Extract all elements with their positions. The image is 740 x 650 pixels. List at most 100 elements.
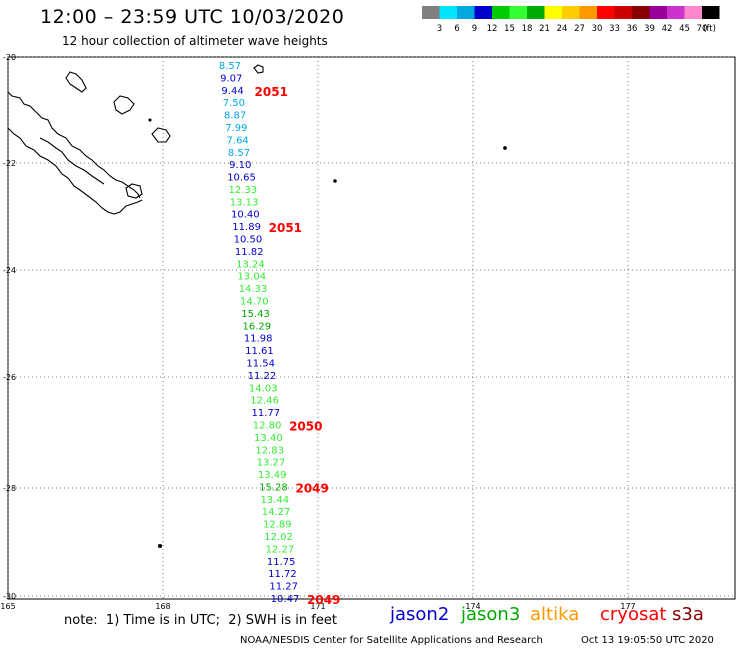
colorbar-tick-label: 30: [592, 24, 603, 34]
wave-height-reading: 11.72: [268, 569, 297, 580]
colorbar-swatch: [597, 6, 615, 19]
colorbar-swatch: [422, 6, 440, 19]
longitude-label: 177: [620, 602, 635, 611]
colorbar-swatch: [684, 6, 702, 19]
wave-height-reading: 7.64: [227, 135, 249, 146]
satellite-legend-s3a: s3a: [672, 604, 704, 625]
wave-height-reading: 13.44: [260, 495, 289, 506]
wave-height-colorbar: 3 6 9 12 15 18 21 24 27 30 33 36 39 42 45 70(ft): [422, 6, 720, 34]
wave-height-reading: 13.49: [258, 470, 287, 481]
latitude-label: -20: [3, 53, 16, 62]
longitude-label: 165: [0, 602, 15, 611]
pass-time-label: 2051: [255, 85, 288, 99]
wave-height-reading: 10.50: [234, 235, 263, 246]
new-caledonia-inner-line: [39, 137, 105, 185]
wave-height-reading: 13.24: [236, 259, 265, 270]
small-islet-d: [148, 118, 152, 122]
longitude-label: 171: [310, 602, 325, 611]
colorbar-tick-label: 45: [679, 24, 690, 34]
latitude-label: -30: [3, 592, 16, 601]
loyalty-island-ouvea: [65, 71, 87, 93]
footnote: note: 1) Time is in UTC; 2) SWH is in fe…: [64, 613, 337, 628]
satellite-legend-jason2: jason2: [390, 604, 450, 625]
pass-time-label: 2051: [269, 221, 302, 235]
colorbar-tick-label: 27: [574, 24, 585, 34]
wave-height-reading: 14.33: [239, 284, 268, 295]
loyalty-island-mare: [151, 127, 171, 143]
map-title: 12:00 – 23:59 UTC 10/03/2020: [40, 6, 345, 28]
wave-height-reading: 10.40: [231, 210, 260, 221]
wave-height-reading: 7.50: [223, 98, 245, 109]
coastline: [7, 64, 507, 549]
small-islet-a: [503, 146, 507, 150]
wave-height-reading: 12.83: [255, 445, 284, 456]
satellite-legend-altika: altika: [530, 604, 580, 625]
map-frame: [7, 56, 736, 600]
colorbar-tick-label: 21: [539, 24, 550, 34]
wave-height-reading: 11.22: [248, 371, 277, 382]
credit-line: NOAA/NESDIS Center for Satellite Applica…: [240, 635, 543, 646]
wave-height-reading: 12.27: [266, 544, 295, 555]
wave-height-reading: 8.87: [224, 111, 246, 122]
pass-time-label: 2049: [307, 593, 340, 607]
small-islet-b: [333, 179, 337, 183]
wave-height-reading: 11.82: [235, 247, 264, 258]
colorbar-tick-label: 15: [504, 24, 515, 34]
wave-height-reading: 12.02: [264, 532, 293, 543]
wave-height-reading: 13.13: [230, 197, 259, 208]
wave-height-reading: 12.33: [228, 185, 257, 196]
wave-height-reading: 12.80: [253, 420, 282, 431]
colorbar-swatch: [457, 6, 475, 19]
wave-height-reading: 12.46: [250, 396, 279, 407]
colorbar-swatch: [562, 6, 580, 19]
loyalty-island-lifou: [113, 95, 135, 115]
small-island-north: [253, 64, 264, 74]
wave-height-reading: 11.61: [245, 346, 274, 357]
colorbar-tick-label: 36: [627, 24, 638, 34]
pass-time-label: 2050: [289, 419, 322, 433]
wave-height-reading: 7.99: [225, 123, 247, 134]
wave-height-reading: 11.75: [267, 557, 296, 568]
wave-height-reading: 13.04: [237, 272, 266, 283]
longitude-label: 174: [465, 602, 480, 611]
colorbar-swatch: [474, 6, 492, 19]
colorbar-swatch: [527, 6, 545, 19]
wave-height-reading: 8.57: [228, 148, 250, 159]
new-caledonia-outline-lower: [7, 127, 143, 215]
wave-height-reading: 10.47: [271, 594, 300, 605]
wave-height-reading: 16.29: [243, 321, 272, 332]
wave-height-reading: 11.27: [269, 582, 298, 593]
wave-height-reading: 9.10: [229, 160, 251, 171]
latitude-label: -26: [3, 373, 16, 382]
colorbar-tick-label: 70: [697, 24, 708, 34]
colorbar-swatch: [649, 6, 667, 19]
colorbar-tick-label: 12: [487, 24, 498, 34]
colorbar-swatch: [702, 6, 720, 19]
wave-height-reading: 13.40: [254, 433, 283, 444]
colorbar-swatch: [509, 6, 527, 19]
colorbar-swatch: [544, 6, 562, 19]
new-caledonia-outline-upper: [7, 91, 141, 199]
colorbar-tick-label: 3: [437, 24, 442, 34]
colorbar-tick-label: 42: [662, 24, 673, 34]
longitude-label: 168: [155, 602, 170, 611]
colorbar-swatch: [439, 6, 457, 19]
wave-height-reading: 10.65: [227, 173, 256, 184]
colorbar-swatch: [492, 6, 510, 19]
wave-height-reading: 14.03: [249, 383, 278, 394]
isle-of-pines: [125, 183, 143, 199]
generated-timestamp: Oct 13 19:05:50 UTC 2020: [581, 635, 714, 646]
colorbar-swatch: [614, 6, 632, 19]
wave-height-reading: 9.07: [220, 73, 242, 84]
wave-height-reading: 15.43: [241, 309, 270, 320]
colorbar-unit: (ft): [703, 24, 716, 34]
colorbar-tick-label: 39: [644, 24, 655, 34]
latitude-label: -24: [3, 266, 16, 275]
wave-height-reading: 14.27: [262, 507, 291, 518]
wave-height-reading: 8.57: [219, 61, 241, 72]
colorbar-tick-label: 24: [557, 24, 568, 34]
wave-height-reading: 11.89: [232, 222, 261, 233]
colorbar-tick-label: 6: [454, 24, 459, 34]
